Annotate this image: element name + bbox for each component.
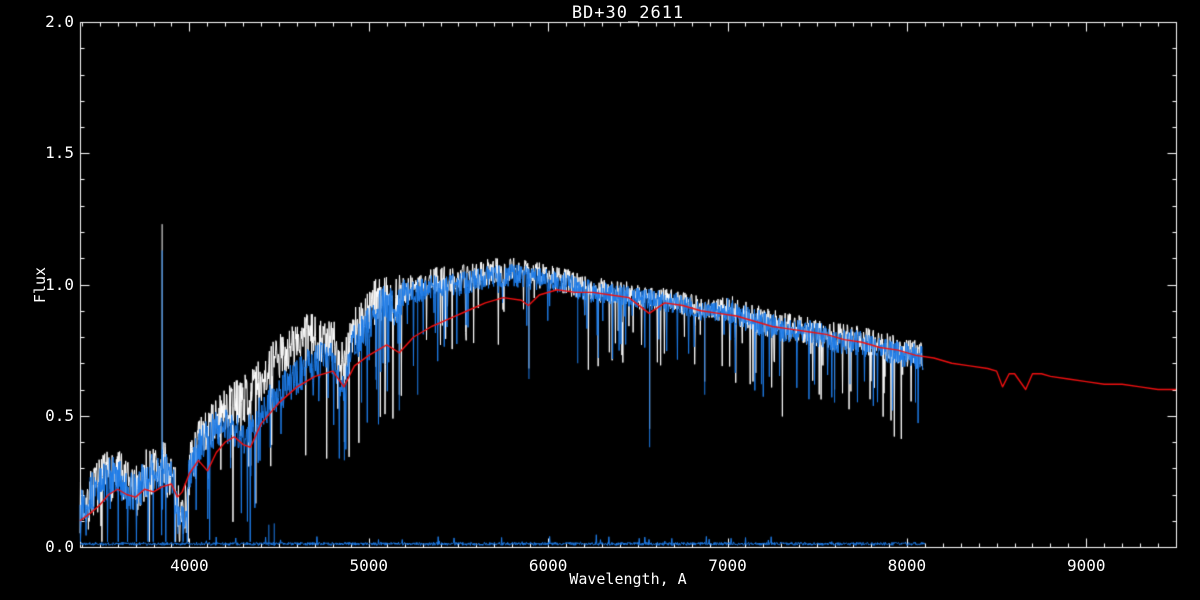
y-tick-label: 1.0 xyxy=(45,274,74,294)
y-tick-label: 2.0 xyxy=(45,12,74,31)
chart-title: BD+30_2611 xyxy=(571,3,685,23)
x-tick-label: 4000 xyxy=(170,556,209,575)
y-tick-label: 1.5 xyxy=(45,143,74,163)
y-tick-label: 0.0 xyxy=(45,537,74,556)
x-axis-label: Wavelength, A xyxy=(569,570,687,588)
x-tick-label: 7000 xyxy=(708,556,747,575)
y-tick-label: 0.5 xyxy=(45,405,74,425)
x-tick-label: 9000 xyxy=(1067,556,1106,575)
x-tick-label: 8000 xyxy=(887,556,927,575)
x-tick-label: 6000 xyxy=(528,556,568,575)
x-tick-label: 5000 xyxy=(349,556,389,575)
